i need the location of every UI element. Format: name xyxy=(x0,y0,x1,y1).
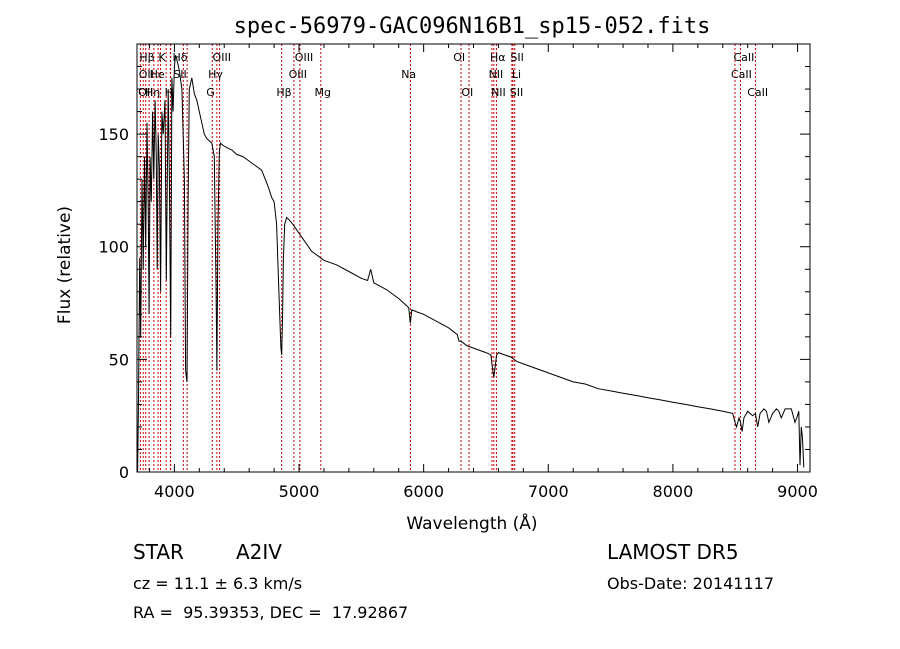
spectral-line-markers xyxy=(139,44,756,472)
line-label-20: H xyxy=(165,86,173,99)
line-label-3: OIII xyxy=(213,51,231,64)
x-tick-label-3: 7000 xyxy=(528,482,569,501)
obs-date: Obs-Date: 20141117 xyxy=(607,574,775,593)
line-label-12: Hγ xyxy=(208,68,223,81)
line-label-15: NII xyxy=(489,68,504,81)
line-label-14: Na xyxy=(401,68,416,81)
line-label-4: OIII xyxy=(295,51,313,64)
chart-title: spec-56979-GAC096N16B1_sp15-052.fits xyxy=(234,14,711,39)
plot-frame xyxy=(136,43,811,473)
line-label-24: OI xyxy=(461,86,473,99)
y-tick-label-1: 50 xyxy=(109,350,129,369)
line-label-8: CaII xyxy=(733,51,754,64)
line-label-16: Li xyxy=(512,68,521,81)
line-label-27: CaII xyxy=(747,86,768,99)
x-axis: 4000 5000 6000 7000 8000 9000 xyxy=(148,44,818,501)
line-label-22: Hβ xyxy=(276,86,291,99)
line-label-5: OI xyxy=(453,51,465,64)
survey-name: LAMOST DR5 xyxy=(607,540,739,564)
line-label-6: Hα xyxy=(490,51,506,64)
x-tick-label-5: 9000 xyxy=(777,482,818,501)
y-axis-label: Flux (relative) xyxy=(55,206,75,324)
redshift-value: cz = 11.1 ± 6.3 km/s xyxy=(133,574,303,593)
line-label-9: OII xyxy=(139,68,154,81)
line-label-17: CaII xyxy=(731,68,752,81)
y-tick-label-3: 150 xyxy=(98,125,129,144)
line-label-25: NII xyxy=(491,86,506,99)
y-tick-label-2: 100 xyxy=(98,238,129,257)
line-label-10: He xyxy=(150,68,165,81)
y-axis: 0 50 100 150 xyxy=(98,66,810,482)
line-label-26: SII xyxy=(510,86,523,99)
line-label-23: Mg xyxy=(314,86,330,99)
coordinates: RA = 95.39353, DEC = 17.92867 xyxy=(133,603,409,622)
line-label-13: OIII xyxy=(289,68,307,81)
line-label-21: G xyxy=(206,86,215,99)
line-label-19: Hη xyxy=(145,86,160,99)
y-tick-label-0: 0 xyxy=(119,463,129,482)
x-tick-label-0: 4000 xyxy=(154,482,195,501)
x-tick-label-4: 8000 xyxy=(653,482,694,501)
line-label-0: Hβ xyxy=(139,51,154,64)
x-tick-label-1: 5000 xyxy=(279,482,320,501)
x-axis-label: Wavelength (Å) xyxy=(406,512,537,534)
line-label-7: SII xyxy=(510,51,523,64)
object-subclass: A2IV xyxy=(236,540,282,564)
object-class: STAR xyxy=(133,540,184,564)
line-label-2: Hδ xyxy=(172,51,187,64)
line-label-1: K xyxy=(158,51,166,64)
x-tick-label-2: 6000 xyxy=(403,482,444,501)
spectrum-line xyxy=(137,55,805,473)
